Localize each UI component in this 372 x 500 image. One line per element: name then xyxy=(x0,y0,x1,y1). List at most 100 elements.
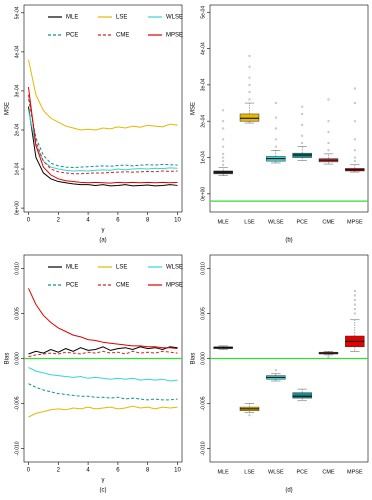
y-tick-label: -0.010 xyxy=(200,441,206,455)
y-tick-label: 3e-04 xyxy=(14,84,20,97)
outlier xyxy=(248,414,251,417)
y-tick-label: 0.010 xyxy=(200,262,206,275)
plot-frame xyxy=(23,4,183,213)
x-tick-label: 4 xyxy=(86,468,90,474)
series-line xyxy=(27,86,178,184)
outlier xyxy=(248,65,251,68)
series-line xyxy=(28,367,178,382)
outlier xyxy=(353,294,356,297)
x-tick-label: 2 xyxy=(57,218,61,224)
x-tick-label: MPSE xyxy=(347,219,363,225)
outlier xyxy=(301,105,304,108)
outlier xyxy=(248,83,251,86)
series-line xyxy=(27,106,178,187)
plot-frame xyxy=(209,4,369,213)
y-tick-label: 4e-04 xyxy=(14,45,20,58)
x-tick-label: 4 xyxy=(86,218,90,224)
x-tick-label: WLSE xyxy=(268,219,284,225)
outlier xyxy=(327,355,330,358)
outlier xyxy=(301,141,304,144)
y-tick-label: 3e-04 xyxy=(200,78,206,91)
series-line xyxy=(28,288,178,350)
legend-label: LSE xyxy=(116,265,127,271)
outlier xyxy=(353,156,356,159)
outlier xyxy=(222,152,225,155)
x-tick-label: 8 xyxy=(146,218,150,224)
x-tick-label: 6 xyxy=(116,468,120,474)
y-tick-label: 5e-04 xyxy=(14,6,20,19)
panel-caption: (c) xyxy=(100,488,107,494)
y-axis-title: Bias xyxy=(191,353,197,365)
series-line xyxy=(27,94,178,175)
series-line xyxy=(27,110,178,172)
outlier xyxy=(274,369,277,372)
y-tick-label: 0.005 xyxy=(14,307,20,320)
outlier xyxy=(222,120,225,123)
x-tick-label: MPSE xyxy=(347,469,363,475)
y-tick-label: 1e-04 xyxy=(200,151,206,164)
y-tick-label: 0e+00 xyxy=(14,201,20,215)
outlier xyxy=(353,308,356,311)
y-tick-label: -0.005 xyxy=(14,396,20,410)
x-tick-label: 10 xyxy=(174,468,181,474)
x-axis-title: γ xyxy=(102,228,105,234)
outlier xyxy=(248,76,251,79)
legend-label: MPSE xyxy=(166,283,183,289)
y-axis-title: Bias xyxy=(5,353,11,365)
x-tick-label: 0 xyxy=(27,468,31,474)
outlier xyxy=(222,127,225,130)
legend-label: PCE xyxy=(66,283,78,289)
outlier xyxy=(222,163,225,166)
x-tick-label: MLE xyxy=(218,469,230,475)
outlier xyxy=(353,160,356,163)
outlier xyxy=(222,156,225,159)
legend-label: MLE xyxy=(66,265,78,271)
outlier xyxy=(222,138,225,141)
outlier xyxy=(353,312,356,315)
outlier xyxy=(353,299,356,302)
legend-label: WLSE xyxy=(166,15,183,21)
y-tick-label: 4e-04 xyxy=(200,42,206,55)
panel-caption: (b) xyxy=(285,238,292,244)
outlier xyxy=(327,141,330,144)
outlier xyxy=(301,112,304,115)
series-line xyxy=(28,405,178,418)
outlier xyxy=(222,109,225,112)
outlier xyxy=(248,98,251,101)
x-axis-title: γ xyxy=(102,478,105,484)
outlier xyxy=(327,131,330,134)
outlier xyxy=(274,102,277,105)
y-tick-label: 0.000 xyxy=(200,352,206,365)
x-tick-label: 8 xyxy=(146,468,150,474)
outlier xyxy=(222,145,225,148)
series-line xyxy=(28,346,178,355)
x-tick-label: CME xyxy=(322,219,335,225)
outlier xyxy=(353,290,356,293)
x-tick-label: PCE xyxy=(297,469,309,475)
legend-label: MPSE xyxy=(166,33,183,39)
y-tick-label: 2e-04 xyxy=(14,123,20,136)
y-tick-label: 0.000 xyxy=(14,352,20,365)
outlier xyxy=(222,160,225,163)
y-tick-label: 0.010 xyxy=(14,262,20,275)
box xyxy=(292,392,312,399)
legend-label: LSE xyxy=(116,15,127,21)
y-tick-label: 0e+00 xyxy=(200,187,206,201)
x-tick-label: WLSE xyxy=(268,469,284,475)
outlier xyxy=(248,91,251,94)
y-tick-label: 1e-04 xyxy=(14,162,20,175)
legend-label: WLSE xyxy=(166,265,183,271)
series-line xyxy=(27,59,178,131)
y-tick-label: -0.010 xyxy=(14,441,20,455)
x-tick-label: LSE xyxy=(244,219,255,225)
x-tick-label: MLE xyxy=(218,219,230,225)
outlier xyxy=(274,127,277,130)
legend-label: CME xyxy=(116,283,129,289)
outlier xyxy=(274,145,277,148)
outlier xyxy=(301,134,304,137)
y-axis-title: MSE xyxy=(191,102,197,115)
y-tick-label: 5e-04 xyxy=(200,6,206,19)
outlier xyxy=(353,87,356,90)
